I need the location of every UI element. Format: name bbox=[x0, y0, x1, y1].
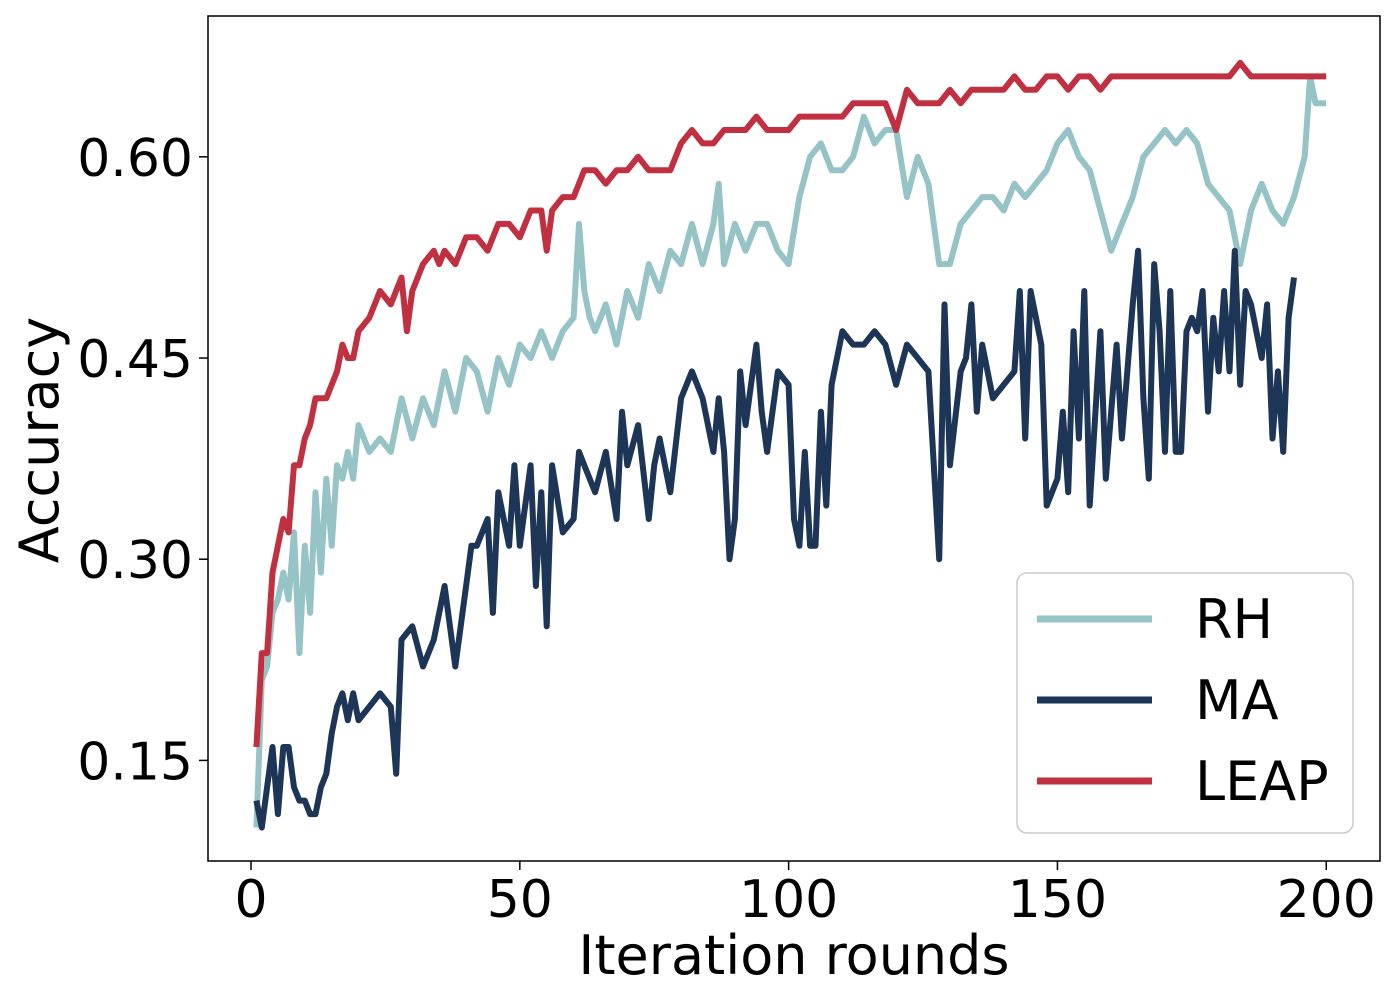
y-tick-label: 0.45 bbox=[77, 330, 193, 390]
x-axis-title: Iteration rounds bbox=[578, 924, 1009, 987]
legend-label-rh: RH bbox=[1195, 588, 1273, 651]
x-tick-label: 0 bbox=[234, 870, 267, 930]
x-tick-label: 50 bbox=[487, 870, 553, 930]
legend-label-ma: MA bbox=[1195, 669, 1279, 732]
y-tick-label: 0.30 bbox=[77, 531, 193, 591]
y-tick-label: 0.60 bbox=[77, 129, 193, 189]
legend: RH MA LEAP bbox=[1016, 572, 1354, 834]
x-tick-label: 200 bbox=[1277, 870, 1376, 930]
plot-frame bbox=[207, 15, 1381, 862]
series-line-ma bbox=[253, 247, 1297, 831]
y-tick-label: 0.15 bbox=[77, 732, 193, 792]
y-axis: 0.15 0.30 0.45 0.60 bbox=[77, 129, 208, 792]
legend-box bbox=[1016, 572, 1354, 834]
x-tick-label: 150 bbox=[1008, 870, 1107, 930]
series-line-leap bbox=[253, 59, 1327, 748]
series-line-rh bbox=[253, 73, 1327, 828]
y-axis-title: Accuracy bbox=[8, 317, 71, 564]
legend-label-leap: LEAP bbox=[1195, 750, 1329, 813]
x-axis: 0 50 100 150 200 bbox=[234, 861, 1376, 930]
series-layer bbox=[253, 59, 1327, 831]
x-tick-label: 100 bbox=[739, 870, 838, 930]
